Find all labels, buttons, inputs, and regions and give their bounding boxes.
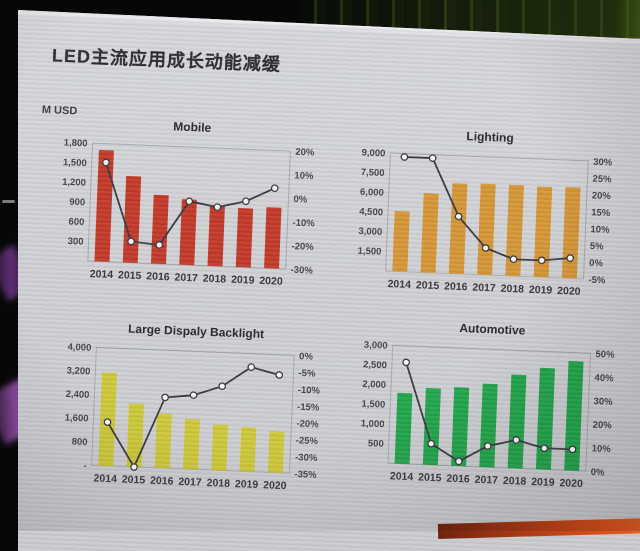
svg-text:2018: 2018 (503, 475, 527, 488)
svg-text:2015: 2015 (122, 474, 146, 487)
svg-text:3,200: 3,200 (66, 365, 90, 377)
svg-text:2016: 2016 (444, 280, 468, 293)
chart-large-display-backlight: Large Dispaly Backlight 4,000 3,200 2,400 1,… (38, 313, 347, 507)
svg-text:30%: 30% (593, 157, 613, 169)
svg-text:-30%: -30% (295, 452, 318, 464)
svg-text:1,500: 1,500 (63, 157, 87, 169)
slide-content: LED主流应用成长动能减缓 M USD Mobile 1,800 1,500 1,20… (18, 10, 640, 551)
svg-text:-20%: -20% (296, 418, 319, 430)
lighting-bar-line-chart: Lighting 9,000 7,500 6,000 4,500 3,000 1,500 30… (357, 129, 613, 298)
svg-text:900: 900 (69, 197, 85, 209)
svg-text:10%: 10% (591, 443, 611, 455)
svg-text:20%: 20% (592, 420, 612, 432)
svg-text:5%: 5% (590, 241, 605, 253)
svg-text:30%: 30% (593, 396, 613, 408)
svg-text:-25%: -25% (296, 435, 319, 447)
svg-text:3,000: 3,000 (358, 226, 382, 238)
svg-text:1,600: 1,600 (65, 413, 89, 425)
svg-text:-10%: -10% (298, 385, 321, 397)
svg-text:2016: 2016 (150, 475, 174, 488)
svg-text:2020: 2020 (259, 275, 283, 288)
backlight-bar-line-chart: Large Dispaly Backlight 4,000 3,200 2,400 1,… (65, 322, 321, 492)
svg-text:-15%: -15% (297, 402, 320, 414)
svg-text:2019: 2019 (231, 274, 255, 287)
svg-text:2014: 2014 (390, 470, 414, 483)
svg-text:2018: 2018 (500, 283, 524, 296)
svg-text:2020: 2020 (559, 477, 583, 490)
svg-text:2018: 2018 (206, 477, 230, 490)
svg-text:2015: 2015 (416, 279, 440, 292)
svg-text:2020: 2020 (263, 479, 287, 492)
svg-text:10%: 10% (294, 170, 314, 182)
svg-text:2014: 2014 (90, 268, 114, 281)
svg-text:2017: 2017 (474, 474, 498, 487)
svg-text:300: 300 (68, 236, 84, 248)
svg-text:2015: 2015 (418, 471, 442, 484)
svg-text:-10%: -10% (292, 217, 315, 229)
slide-title: LED主流应用成长动能减缓 (51, 45, 282, 75)
svg-text:2017: 2017 (472, 281, 496, 294)
svg-text:Large Dispaly Backlight: Large Dispaly Backlight (128, 322, 264, 341)
svg-text:1,500: 1,500 (361, 399, 385, 411)
svg-text:600: 600 (68, 216, 84, 228)
svg-text:1,200: 1,200 (62, 177, 86, 189)
svg-text:800: 800 (71, 436, 87, 448)
svg-text:50%: 50% (595, 349, 615, 361)
svg-text:40%: 40% (594, 373, 614, 385)
svg-text:2019: 2019 (531, 476, 555, 489)
svg-text:-30%: -30% (290, 265, 313, 277)
svg-text:2018: 2018 (203, 273, 227, 286)
svg-text:9,000: 9,000 (361, 147, 385, 159)
svg-text:25%: 25% (592, 174, 612, 186)
svg-text:2019: 2019 (529, 284, 553, 297)
svg-text:2020: 2020 (557, 285, 581, 298)
chart-lighting: Lighting 9,000 7,500 6,000 4,500 3,000 1,500 30… (332, 119, 640, 313)
svg-text:6,000: 6,000 (360, 187, 384, 199)
chart-automotive: Automotive 3,000 2,500 2,000 1,500 1,000 500 50… (335, 311, 640, 505)
svg-text:1,500: 1,500 (357, 246, 381, 258)
svg-text:-20%: -20% (291, 241, 314, 253)
svg-text:2,500: 2,500 (363, 359, 387, 371)
svg-text:3,000: 3,000 (364, 340, 388, 352)
automotive-bar-line-chart: Automotive 3,000 2,500 2,000 1,500 1,000 500 50… (361, 321, 616, 490)
svg-text:2016: 2016 (446, 473, 470, 486)
background-reflection-mark (2, 200, 15, 203)
svg-text:2017: 2017 (178, 476, 202, 489)
presentation-slide: LED主流应用成长动能减缓 M USD Mobile 1,800 1,500 1,20… (18, 10, 640, 551)
svg-text:2014: 2014 (93, 472, 117, 485)
svg-text:4,000: 4,000 (67, 342, 91, 354)
svg-text:-35%: -35% (294, 469, 317, 481)
svg-text:1,800: 1,800 (64, 137, 88, 149)
svg-text:0%: 0% (299, 351, 314, 363)
svg-text:20%: 20% (295, 147, 315, 159)
svg-text:Automotive: Automotive (459, 321, 526, 338)
svg-text:2017: 2017 (174, 272, 198, 285)
svg-text:500: 500 (368, 438, 384, 450)
svg-text:7,500: 7,500 (361, 167, 385, 179)
svg-text:20%: 20% (592, 190, 612, 202)
svg-text:2014: 2014 (387, 278, 411, 291)
svg-text:2,000: 2,000 (362, 379, 386, 391)
svg-text:2016: 2016 (146, 270, 170, 283)
svg-text:0%: 0% (591, 467, 606, 479)
svg-text:-5%: -5% (588, 275, 606, 287)
mobile-bar-line-chart: Mobile 1,800 1,500 1,200 900 600 300 20% 10% 0% -1… (62, 119, 315, 288)
svg-text:-: - (83, 461, 87, 472)
svg-text:4,500: 4,500 (359, 206, 383, 218)
svg-text:15%: 15% (591, 207, 611, 219)
svg-text:2,400: 2,400 (65, 389, 89, 401)
svg-text:2015: 2015 (118, 269, 142, 282)
svg-text:Lighting: Lighting (466, 129, 514, 145)
svg-text:2019: 2019 (235, 478, 259, 491)
svg-text:0%: 0% (293, 194, 308, 206)
svg-text:1,000: 1,000 (361, 418, 385, 430)
chart-mobile: Mobile 1,800 1,500 1,200 900 600 300 20% 10% 0% -1… (35, 109, 344, 303)
svg-text:-5%: -5% (298, 368, 316, 380)
svg-text:0%: 0% (589, 258, 604, 270)
svg-text:Mobile: Mobile (173, 119, 212, 135)
svg-text:10%: 10% (590, 224, 610, 236)
